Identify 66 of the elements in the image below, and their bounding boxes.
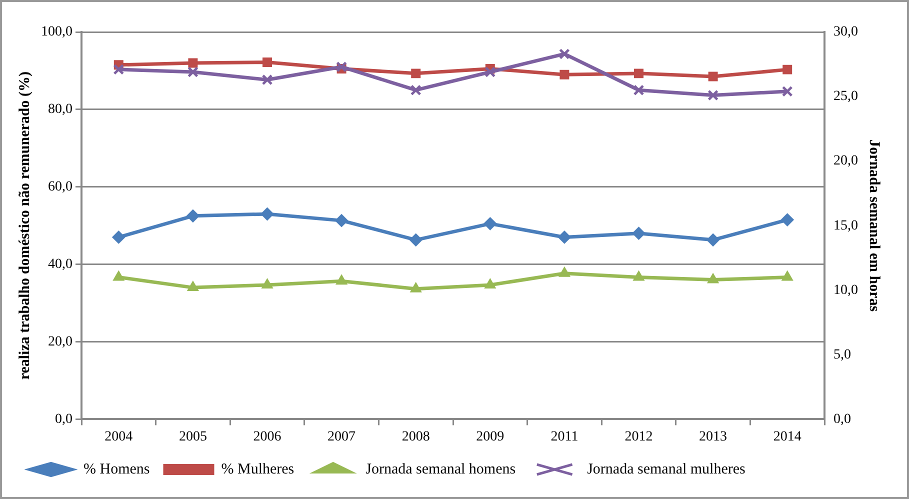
x-tick-label: 2014 — [773, 429, 802, 444]
x-tick-label: 2007 — [328, 429, 356, 444]
point — [558, 230, 571, 244]
point — [410, 84, 422, 96]
point — [484, 66, 496, 78]
point — [632, 226, 646, 240]
y2-axis-title: Jornada semanal em horas — [866, 140, 882, 312]
point — [262, 74, 273, 86]
x-tick-label: 2004 — [104, 429, 133, 444]
y2-tick-label: 15,0 — [834, 218, 858, 234]
point — [336, 61, 348, 72]
point — [560, 70, 570, 80]
point — [411, 68, 421, 78]
point — [558, 266, 570, 277]
y2-tick-label: 10,0 — [834, 282, 858, 298]
point — [187, 66, 198, 78]
point — [484, 278, 496, 288]
point — [558, 48, 570, 60]
point — [484, 217, 497, 230]
point — [708, 72, 718, 82]
x-tick-label: 2008 — [402, 429, 430, 444]
point — [113, 64, 124, 75]
point — [409, 233, 422, 246]
point — [780, 213, 794, 226]
x-tick-label: 2006 — [253, 429, 282, 444]
y2-tick-label: 20,0 — [834, 154, 858, 169]
y-tick-label: 80,0 — [48, 102, 72, 118]
point — [706, 233, 720, 246]
y2-tick-label: 30,0 — [834, 24, 858, 40]
point — [782, 64, 792, 74]
point — [186, 209, 200, 222]
point — [782, 86, 793, 97]
y2-tick-label: 25,0 — [834, 89, 858, 104]
point — [262, 57, 272, 67]
point — [782, 270, 794, 281]
point — [112, 230, 126, 244]
point — [262, 278, 273, 288]
x-tick-label: 2012 — [624, 429, 653, 444]
point — [335, 214, 348, 228]
x-tick-label: 2005 — [178, 429, 207, 444]
point — [188, 58, 198, 68]
point — [336, 274, 348, 285]
legend-label: Jornada semanal homens — [366, 461, 516, 478]
point — [633, 270, 644, 281]
point — [634, 68, 644, 78]
y2-tick-label: 5,0 — [834, 347, 851, 362]
point — [187, 281, 199, 292]
point — [260, 207, 274, 220]
y-tick-label: 40,0 — [48, 256, 72, 272]
y-tick-label: 20,0 — [48, 334, 72, 350]
point — [708, 90, 719, 101]
y-axis-title: realiza trabalho doméstico não remunerado (%) — [16, 72, 33, 380]
legend-label: % Mulheres — [221, 461, 294, 478]
point — [112, 270, 124, 281]
y-tick-label: 60,0 — [48, 180, 72, 195]
x-tick-label: 2009 — [476, 429, 504, 444]
point — [410, 282, 422, 292]
x-tick-label: 2011 — [550, 429, 578, 444]
x-tick-label: 2013 — [699, 429, 728, 444]
point — [707, 273, 719, 284]
legend-label: Jornada semanal mulheres — [587, 461, 746, 478]
y-tick-label: 100,0 — [41, 24, 72, 40]
legend-label: % Homens — [84, 461, 150, 478]
y-tick-label: 0,0 — [55, 412, 72, 427]
y2-tick-label: 0,0 — [834, 412, 851, 427]
point — [633, 84, 644, 96]
